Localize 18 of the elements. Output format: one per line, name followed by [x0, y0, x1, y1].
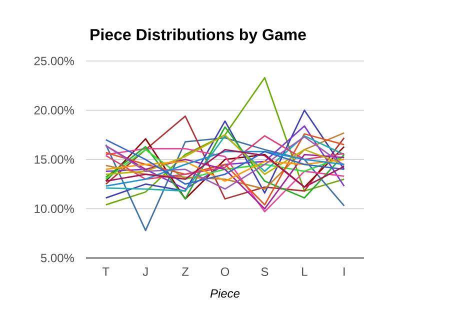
line-series — [105, 77, 345, 206]
y-tick-label: 10.00% — [34, 204, 74, 213]
line-series — [105, 158, 345, 182]
line-series — [105, 148, 345, 180]
chart-title: Piece Distributions by Game — [90, 28, 306, 44]
x-tick-label: O — [220, 268, 230, 276]
x-tick-label: T — [102, 268, 110, 276]
x-tick-label: J — [142, 268, 148, 276]
x-tick-label: I — [344, 268, 345, 276]
x-axis-title: Piece — [210, 288, 240, 298]
x-tick-label: Z — [182, 268, 189, 276]
y-tick-label: 25.00% — [34, 56, 74, 66]
y-tick-label: 15.00% — [34, 155, 74, 164]
line-series — [105, 137, 345, 232]
y-tick-label: 20.00% — [34, 106, 74, 114]
x-tick-label: L — [302, 268, 308, 276]
y-tick-label: 5.00% — [40, 254, 74, 262]
x-tick-label: S — [261, 268, 268, 276]
